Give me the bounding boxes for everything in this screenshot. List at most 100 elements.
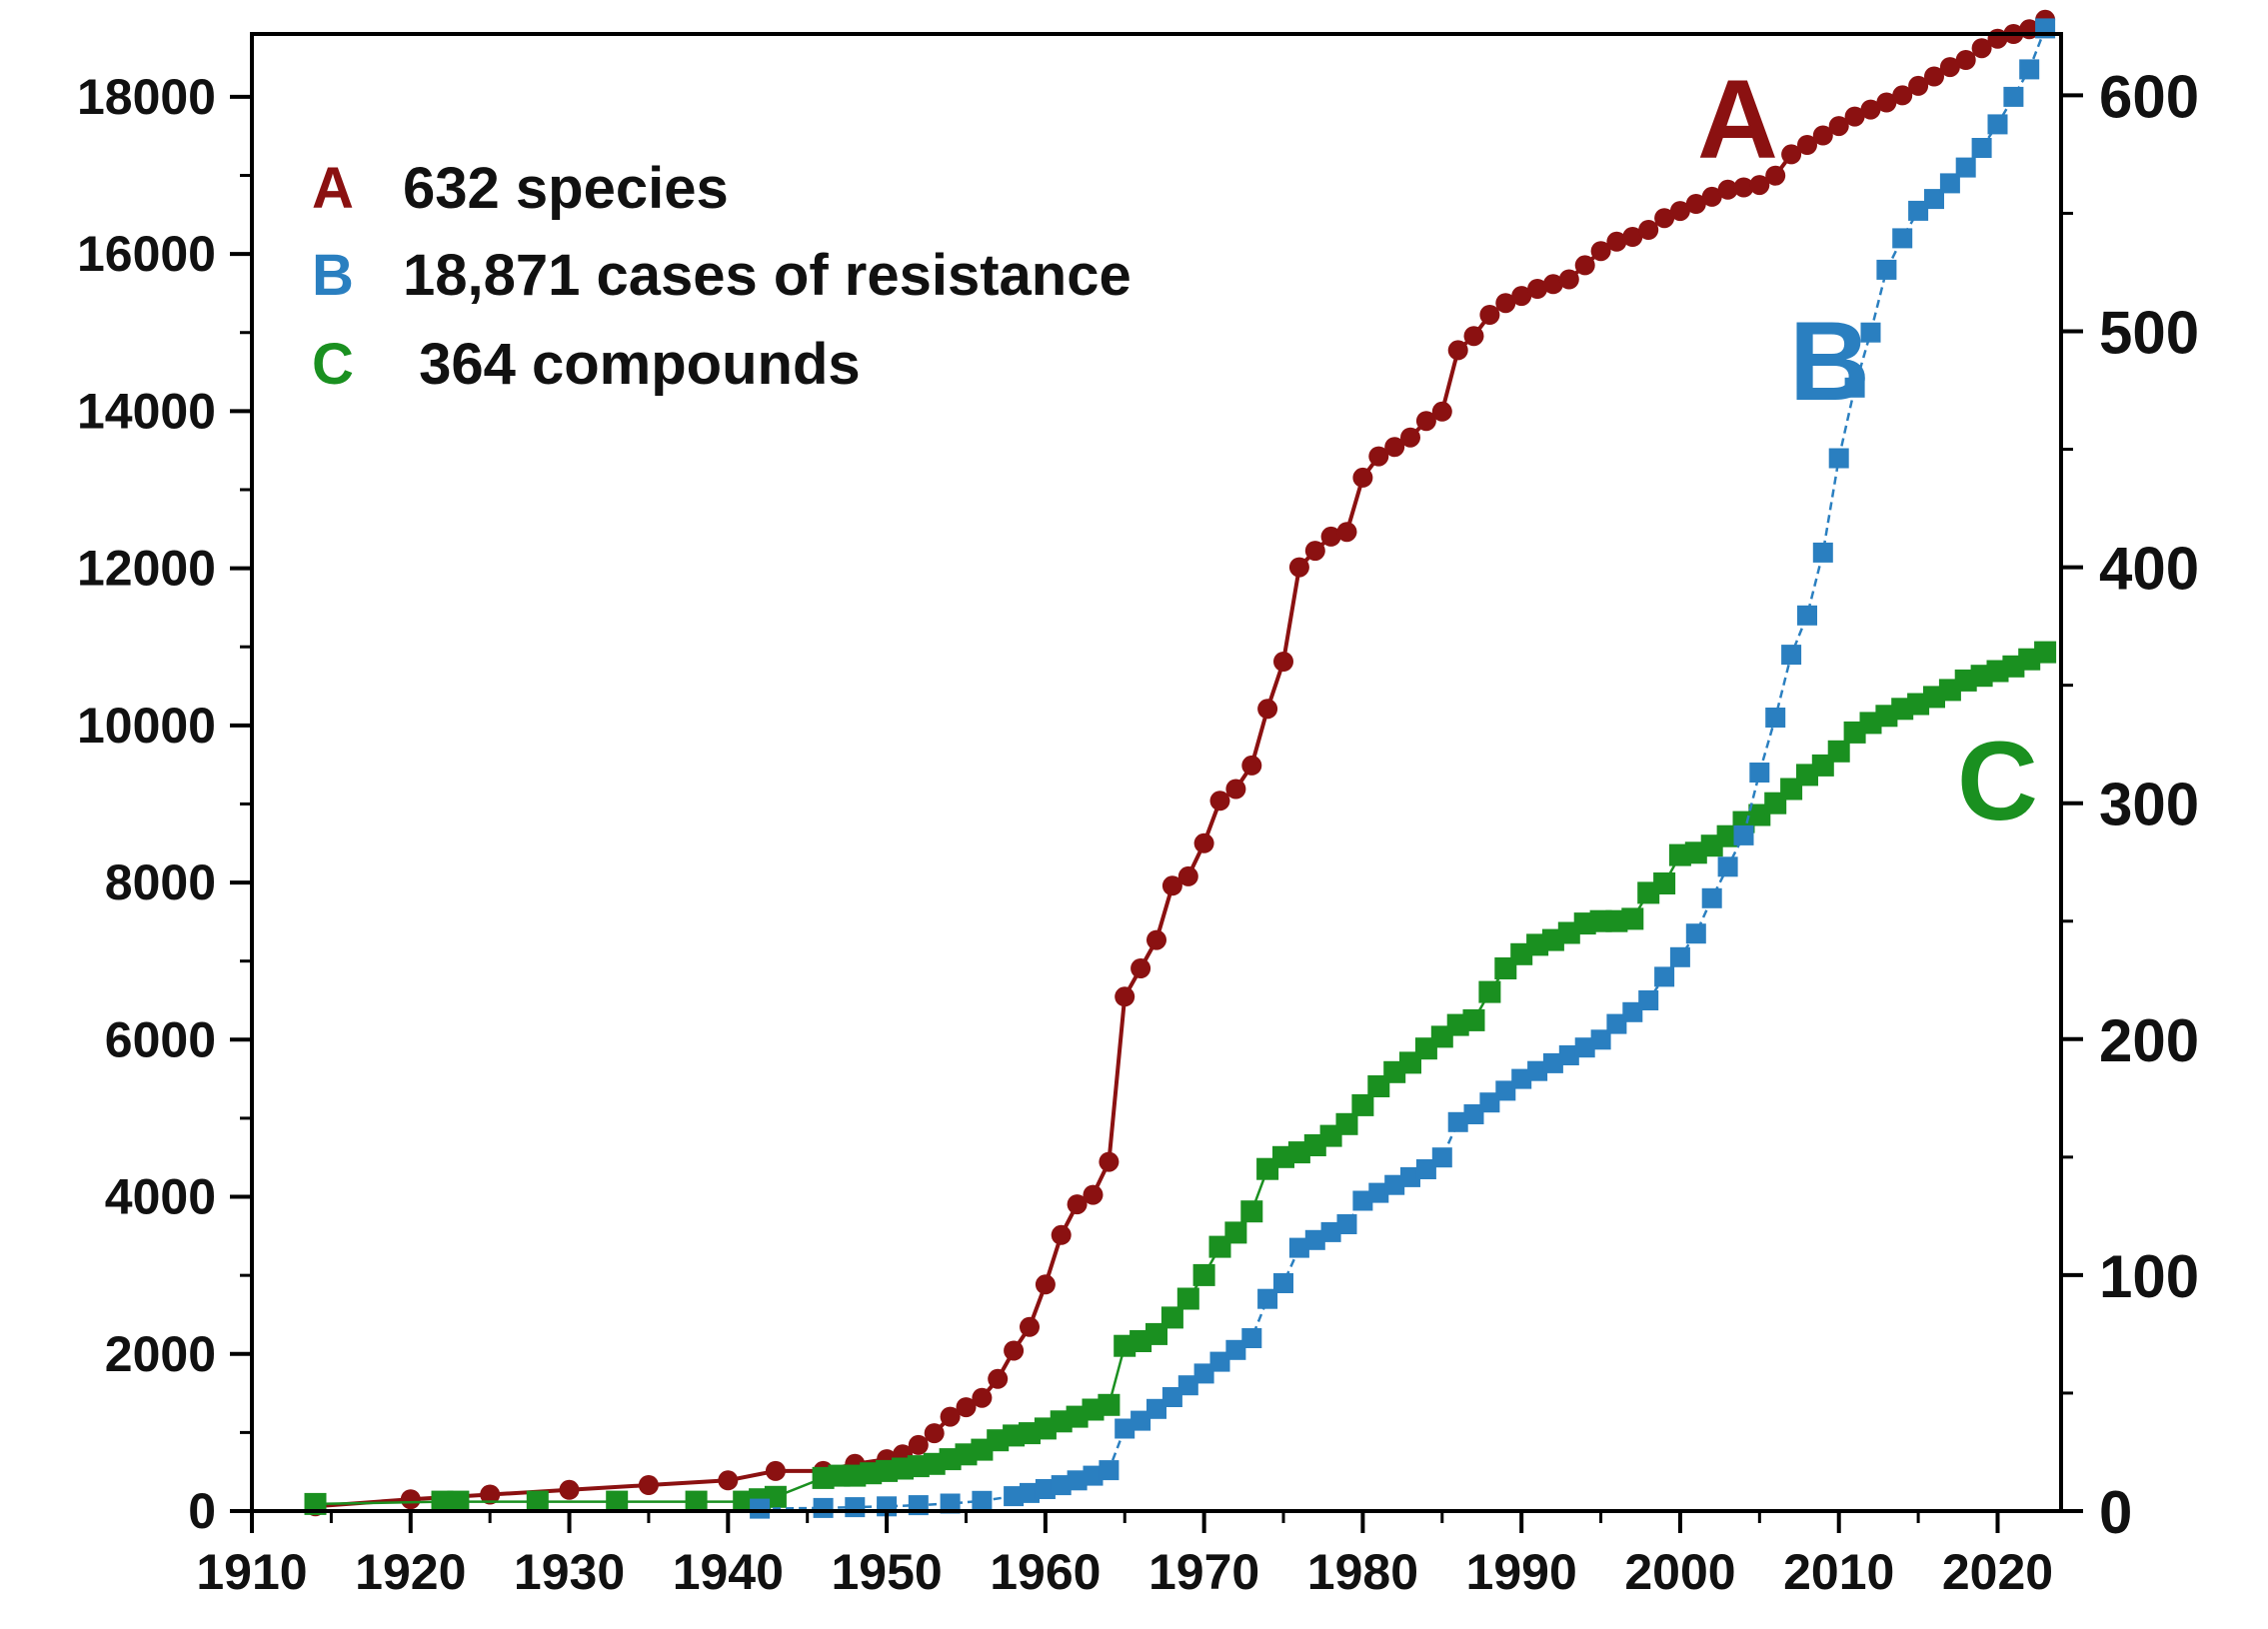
series-a-point xyxy=(1035,1274,1056,1295)
series-a-point xyxy=(1463,326,1484,347)
series-b-point xyxy=(1447,1111,1468,1132)
series-a-point xyxy=(1099,1151,1120,1172)
series-a-point xyxy=(1955,50,1976,70)
series-b-point xyxy=(1368,1182,1389,1203)
series-b-point xyxy=(1161,1387,1182,1407)
series-b-point xyxy=(1606,1013,1627,1034)
y-left-tick-label: 8000 xyxy=(105,854,216,910)
series-b-point xyxy=(1971,138,1992,158)
series-a-point xyxy=(1288,557,1309,578)
series-b-point xyxy=(1860,322,1881,343)
series-b-point xyxy=(1781,645,1802,666)
series-b-point xyxy=(1987,114,2008,135)
series-a-point xyxy=(1701,186,1722,207)
series-b-point xyxy=(1177,1375,1198,1396)
series-label-c: C xyxy=(1957,719,2038,843)
series-a-point xyxy=(1717,179,1738,200)
series-a-point xyxy=(1431,401,1452,422)
series-c-point xyxy=(1478,980,1501,1003)
series-b-point xyxy=(2003,86,2024,107)
series-a-point xyxy=(1225,779,1246,800)
series-a-point xyxy=(1606,231,1627,252)
series-a-point xyxy=(1384,437,1405,458)
series-b-point xyxy=(1131,1410,1151,1431)
series-b-point xyxy=(1099,1460,1120,1481)
series-a-point xyxy=(1971,38,1992,59)
series-a-point xyxy=(400,1489,421,1510)
series-a-point xyxy=(1400,427,1420,448)
series-b-point xyxy=(1574,1037,1595,1058)
series-b-point xyxy=(1669,946,1690,967)
y-right-tick-label: 100 xyxy=(2099,1243,2199,1310)
series-a-point xyxy=(480,1484,501,1505)
x-tick-label: 1970 xyxy=(1148,1544,1259,1600)
series-c-point xyxy=(1176,1287,1199,1310)
series-a-point xyxy=(940,1406,961,1427)
series-b-point xyxy=(1654,966,1675,987)
series-a-point xyxy=(1004,1340,1025,1361)
series-a-point xyxy=(924,1423,945,1444)
series-b-point xyxy=(1415,1159,1436,1179)
series-c-point xyxy=(685,1490,708,1513)
x-tick-label: 1910 xyxy=(196,1544,307,1600)
series-b-point xyxy=(1558,1045,1579,1065)
series-b-point xyxy=(1685,923,1706,944)
series-b-point xyxy=(1463,1104,1484,1124)
series-b-point xyxy=(1876,259,1897,280)
y-left-tick-label: 14000 xyxy=(77,383,216,439)
axes-layer: 1910 1920 1930 1940 1950 1960 1970 1980 1990 2000… xyxy=(77,32,2199,1600)
series-a-point xyxy=(638,1475,659,1495)
y-left-tick-label: 10000 xyxy=(77,698,216,754)
legend-text-b: 18,871 cases of resistance xyxy=(403,243,1132,308)
series-a-point xyxy=(1067,1194,1088,1215)
y-left-tick-label: 16000 xyxy=(77,226,216,282)
series-a-point xyxy=(1685,194,1706,214)
series-c-point xyxy=(1240,1200,1263,1223)
series-c-point xyxy=(1351,1093,1374,1116)
series-b-point xyxy=(813,1497,834,1518)
series-a-point xyxy=(1939,57,1960,78)
series-a-point xyxy=(1320,526,1341,547)
series-b-point xyxy=(1336,1214,1357,1234)
series-b-point xyxy=(750,1498,771,1519)
series-b-point xyxy=(1797,605,1817,626)
series-a-point xyxy=(1304,541,1325,562)
series-layer xyxy=(304,9,2057,1519)
series-c-point xyxy=(764,1485,787,1508)
series-c-point xyxy=(1160,1306,1183,1329)
series-a-point xyxy=(988,1368,1009,1389)
series-a-point xyxy=(1797,135,1817,155)
x-tick-label: 2000 xyxy=(1624,1544,1735,1600)
series-b-point xyxy=(1241,1328,1262,1348)
series-b-point xyxy=(1924,189,1944,210)
series-b-point xyxy=(1908,200,1929,221)
series-label-b: B xyxy=(1789,299,1870,424)
x-tick-label: 2010 xyxy=(1783,1544,1894,1600)
y-left-tick-label: 0 xyxy=(188,1483,216,1539)
y-left-tick-label: 6000 xyxy=(105,1011,216,1067)
y-right-tick-label: 600 xyxy=(2099,63,2199,130)
series-b-point xyxy=(1067,1470,1088,1491)
series-b-point xyxy=(1209,1351,1230,1372)
series-b-point xyxy=(1812,542,1833,563)
series-a-point xyxy=(1352,467,1373,488)
legend-key-b: B xyxy=(312,243,354,308)
x-tick-label: 1950 xyxy=(831,1544,942,1600)
series-c-point xyxy=(606,1490,629,1513)
series-b-point xyxy=(1844,377,1865,398)
series-a-point xyxy=(1209,791,1230,812)
series-b-point xyxy=(1479,1092,1500,1113)
series-c-point xyxy=(447,1490,470,1513)
series-a-point xyxy=(1765,165,1786,186)
series-b-point xyxy=(1622,1001,1643,1022)
series-b-point xyxy=(1320,1221,1341,1242)
series-a-point xyxy=(1131,958,1151,978)
series-a-point xyxy=(1876,92,1897,113)
series-b-point xyxy=(1035,1479,1056,1499)
series-b-point xyxy=(1304,1229,1325,1250)
series-c-point xyxy=(1827,740,1850,763)
series-a-point xyxy=(1558,269,1579,290)
series-a-point xyxy=(1257,699,1278,720)
series-b-point xyxy=(972,1490,993,1511)
